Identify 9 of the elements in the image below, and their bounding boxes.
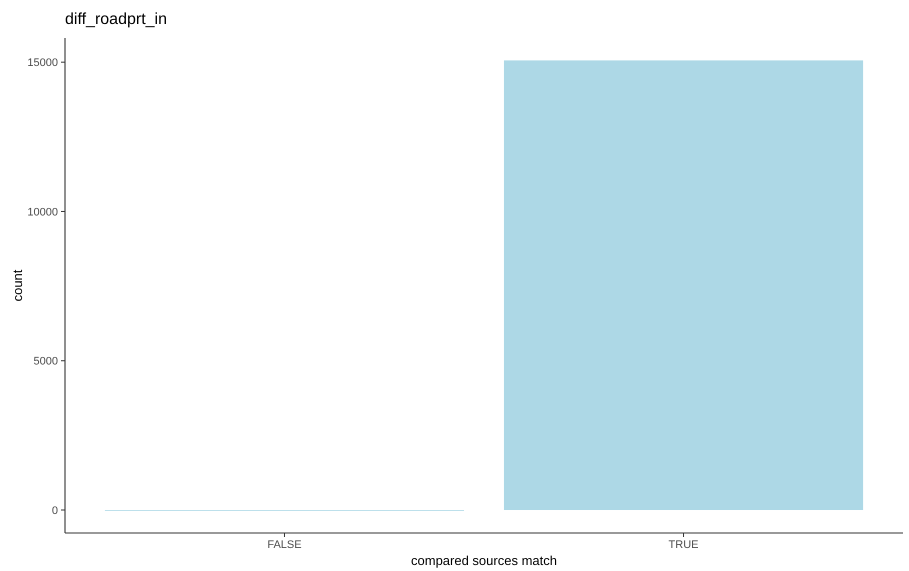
y-tick-label: 0: [52, 504, 58, 517]
y-tick-label: 5000: [34, 356, 58, 368]
y-tick-label: 15000: [27, 57, 58, 70]
y-tick-label: 10000: [27, 206, 58, 218]
x-axis-title: compared sources match: [411, 553, 557, 568]
x-tick-label: FALSE: [267, 539, 302, 551]
y-axis-title: count: [10, 269, 25, 302]
x-tick-label: TRUE: [668, 539, 698, 551]
chart-title: diff_roadprt_in: [65, 11, 167, 28]
